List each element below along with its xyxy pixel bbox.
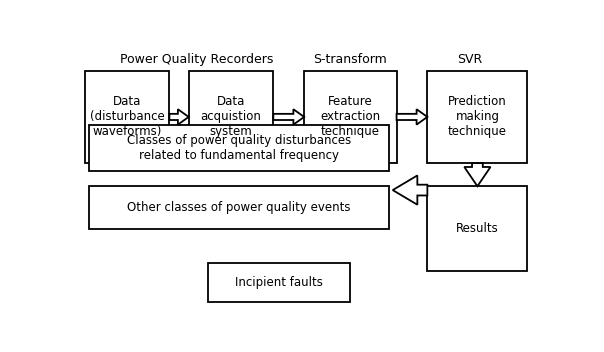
FancyBboxPatch shape (89, 186, 389, 228)
Polygon shape (464, 163, 490, 186)
FancyBboxPatch shape (188, 71, 274, 163)
Text: Data
(disturbance
waveforms): Data (disturbance waveforms) (89, 95, 164, 138)
Text: Other classes of power quality events: Other classes of power quality events (127, 201, 350, 214)
Polygon shape (393, 175, 428, 205)
FancyBboxPatch shape (304, 71, 397, 163)
Text: S-transform: S-transform (313, 53, 387, 66)
FancyBboxPatch shape (428, 186, 527, 271)
Text: Power Quality Recorders: Power Quality Recorders (120, 53, 273, 66)
FancyBboxPatch shape (89, 125, 389, 171)
Text: Classes of power quality disturbances
related to fundamental frequency: Classes of power quality disturbances re… (127, 134, 351, 162)
Text: Results: Results (456, 222, 499, 235)
Text: SVR: SVR (457, 53, 483, 66)
Text: Incipient faults: Incipient faults (235, 276, 323, 289)
FancyBboxPatch shape (208, 263, 350, 302)
Text: Feature
extraction
technique: Feature extraction technique (320, 95, 381, 138)
Text: Data
acquistion
system: Data acquistion system (201, 95, 262, 138)
Polygon shape (169, 109, 188, 125)
Polygon shape (397, 109, 428, 125)
FancyBboxPatch shape (85, 71, 169, 163)
Text: Prediction
making
technique: Prediction making technique (448, 95, 507, 138)
FancyBboxPatch shape (428, 71, 527, 163)
Polygon shape (274, 109, 304, 125)
